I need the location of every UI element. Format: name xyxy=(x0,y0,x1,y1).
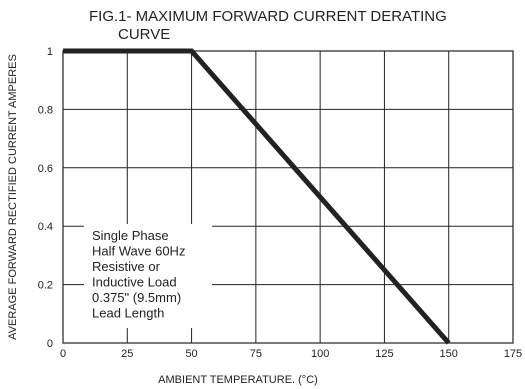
y-tick-label: 0.2 xyxy=(38,280,53,292)
note-line: Resistive or xyxy=(92,259,161,274)
x-tick-label: 125 xyxy=(375,348,393,360)
y-axis-ticks: 0 0.2 0.4 0.6 0.8 1 xyxy=(38,46,53,350)
y-tick-label: 1 xyxy=(47,46,53,58)
note-background xyxy=(84,224,212,328)
y-axis-label: AVERAGE FORWARD RECTIFIED CURRENT AMPERE… xyxy=(7,54,19,340)
note-line: Single Phase xyxy=(92,228,169,243)
note-line: Half Wave 60Hz xyxy=(92,244,185,259)
x-tick-label: 150 xyxy=(440,348,458,360)
plot-frame xyxy=(62,50,514,344)
x-tick-label: 175 xyxy=(504,348,522,360)
x-axis-ticks: 0 25 50 75 100 125 150 175 xyxy=(60,348,522,360)
chart-title-line2: CURVE xyxy=(118,26,170,43)
x-tick-label: 25 xyxy=(121,348,133,360)
note-line: Lead Length xyxy=(92,306,164,321)
x-tick-label: 75 xyxy=(250,348,262,360)
x-tick-label: 0 xyxy=(60,348,66,360)
y-tick-label: 0.6 xyxy=(38,163,53,175)
x-tick-label: 50 xyxy=(185,348,197,360)
y-tick-label: 0 xyxy=(47,338,53,350)
y-tick-label: 0.4 xyxy=(38,221,53,233)
x-axis-label: AMBIENT TEMPERATURE. (°C) xyxy=(158,374,318,386)
derating-curve xyxy=(63,48,451,345)
y-tick-label: 0.8 xyxy=(38,104,53,116)
x-tick-label: 100 xyxy=(311,348,329,360)
note-line: 0.375" (9.5mm) xyxy=(92,290,181,305)
note-line: Inductive Load xyxy=(92,275,177,290)
series-layer xyxy=(63,48,451,345)
chart-title-line1: FIG.1- MAXIMUM FORWARD CURRENT DERATING xyxy=(89,8,447,25)
